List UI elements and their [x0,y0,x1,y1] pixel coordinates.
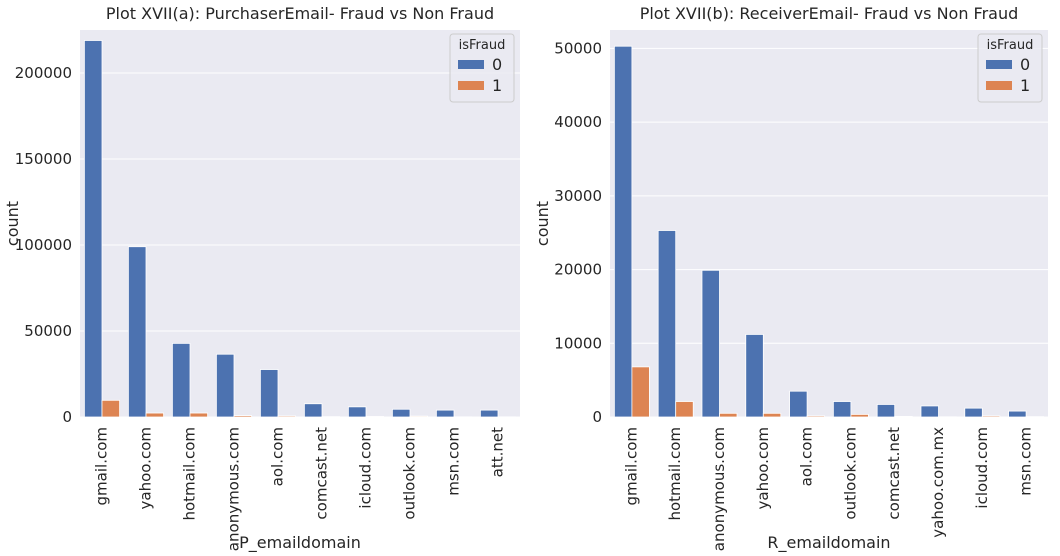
chart-0-bar-yahoo-com-isfraud-0 [127,246,147,418]
chart-1-bar-yahoo-com-isfraud-1 [762,412,782,418]
chart-0-legend-title: isFraud [459,38,506,53]
chart-0-legend-label-0: 0 [492,55,502,74]
chart-1-bar-anonymous-com-isfraud-1 [719,412,738,418]
chart-1-x-tick-label: anonymous.com [710,427,728,551]
chart-0-x-tick-label: icloud.com [357,427,375,509]
chart-1-x-tick-label: comcast.net [885,427,903,520]
chart-0-bar-gmail-com-isfraud-1 [101,399,121,418]
chart-1-bar-gmail-com-isfraud-0 [613,45,633,418]
chart-1-legend-swatch-1 [986,81,1012,90]
chart-0-bar-outlook-com-isfraud-1 [409,415,429,418]
chart-0-x-axis-label: P_emaildomain [239,533,361,553]
chart-1-y-tick-label: 50000 [554,39,602,57]
chart-1-x-tick-label: msn.com [1017,427,1035,496]
chart-1-legend-label-0: 0 [1020,55,1030,74]
chart-1-plot-area [610,30,1048,417]
chart-1-y-tick-label: 20000 [554,261,602,279]
chart-0-bar-hotmail-com-isfraud-1 [189,412,209,418]
chart-1-bar-msn-com-isfraud-0 [1008,410,1027,418]
chart-1-x-tick-label: outlook.com [841,427,859,520]
chart-0-bar-yahoo-com-isfraud-1 [145,412,165,418]
chart-0-bar-gmail-com-isfraud-0 [84,40,103,418]
chart-0-bar-icloud-com-isfraud-1 [365,416,385,418]
chart-0-y-tick-label: 50000 [24,322,72,340]
chart-0-x-tick-label: yahoo.com [137,427,155,509]
chart-0-legend-swatch-0 [458,60,484,69]
chart-1-x-tick-label: yahoo.com.mx [929,427,947,538]
chart-0-x-tick-label: hotmail.com [181,427,199,521]
chart-1-x-tick-label: hotmail.com [666,427,684,521]
chart-1-y-axis-label: count [533,201,552,246]
chart-0-title: Plot XVII(a): PurchaserEmail- Fraud vs N… [106,4,494,23]
chart-1-x-tick-label: aol.com [798,427,816,486]
chart-1-bar-aol-com-isfraud-0 [789,390,808,418]
chart-0-x-tick-label: msn.com [445,427,463,496]
chart-1-x-tick-label: gmail.com [622,427,640,505]
chart-0-legend-label-1: 1 [492,76,502,95]
chart-b: 0 10000 20000 30000 40000 50000 gmail.com hotma… [533,4,1048,553]
chart-1-bar-yahoo-com-isfraud-0 [745,334,764,418]
chart-1-bar-icloud-com-isfraud-0 [964,407,983,418]
chart-0-plot-area [80,30,520,417]
chart-1-bar-icloud-com-isfraud-1 [981,415,1001,418]
chart-0-bar-att-net-isfraud-0 [479,409,499,418]
chart-0-bar-msn-com-isfraud-0 [435,409,455,418]
chart-1-bar-anonymous-com-isfraud-0 [701,269,720,418]
chart-0-x-tick-label: aol.com [269,427,287,486]
chart-0-y-tick-label: 200000 [15,64,72,82]
chart-0-x-tick-label: att.net [489,427,507,477]
chart-1-x-tick-label: yahoo.com [754,427,772,509]
chart-1-bar-outlook-com-isfraud-1 [850,414,869,418]
chart-0-bar-icloud-com-isfraud-0 [347,406,367,418]
chart-0-y-tick-label: 150000 [15,150,72,168]
chart-0-x-tick-label: outlook.com [401,427,419,520]
chart-a: 0 50000 100000 150000 200000 gmail.com yahoo.c… [3,4,520,553]
chart-1-bar-yahoo-com-mx-isfraud-0 [920,405,939,418]
chart-0-bar-outlook-com-isfraud-0 [391,408,411,418]
chart-0-bar-anonymous-com-isfraud-0 [215,353,235,418]
chart-1-y-tick-label: 40000 [554,113,602,131]
chart-0-bar-aol-com-isfraud-0 [259,369,279,418]
chart-0-bar-comcast-net-isfraud-0 [303,403,323,418]
chart-0-y-tick-label: 100000 [15,236,72,254]
chart-0-bar-hotmail-com-isfraud-0 [171,342,191,418]
chart-0-bar-anonymous-com-isfraud-1 [233,415,253,418]
chart-1-y-tick-label: 10000 [554,334,602,352]
chart-1-y-tick-label: 0 [592,408,602,426]
chart-0-y-axis-label: count [3,201,22,246]
chart-1-bar-hotmail-com-isfraud-1 [675,401,694,418]
chart-1-y-tick-label: 30000 [554,187,602,205]
chart-1-bar-comcast-net-isfraud-0 [876,404,896,418]
chart-0-bar-aol-com-isfraud-1 [277,415,297,418]
chart-0-legend-swatch-1 [458,81,484,90]
chart-1-legend-label-1: 1 [1020,76,1030,95]
chart-1-bar-comcast-net-isfraud-1 [894,416,913,418]
chart-1-bar-gmail-com-isfraud-1 [631,366,650,418]
chart-1-x-axis-label: R_emaildomain [767,533,890,553]
chart-0-x-tick-label: comcast.net [313,427,331,520]
chart-1-title: Plot XVII(b): ReceiverEmail- Fraud vs No… [640,4,1019,23]
chart-0-x-tick-label: gmail.com [93,427,111,505]
chart-1-bar-hotmail-com-isfraud-0 [657,230,677,418]
chart-1-x-tick-label: icloud.com [973,427,991,509]
chart-1-legend-swatch-0 [986,60,1012,69]
chart-1-legend-title: isFraud [987,38,1034,53]
chart-1-bar-aol-com-isfraud-1 [806,415,826,418]
chart-0-y-tick-label: 0 [62,408,72,426]
chart-1-legend: isFraud 0 1 [977,33,1043,103]
chart-0-legend: isFraud 0 1 [449,33,515,103]
chart-0-x-tick-label: anonymous.com [225,427,243,551]
chart-1-bar-outlook-com-isfraud-0 [832,401,852,418]
